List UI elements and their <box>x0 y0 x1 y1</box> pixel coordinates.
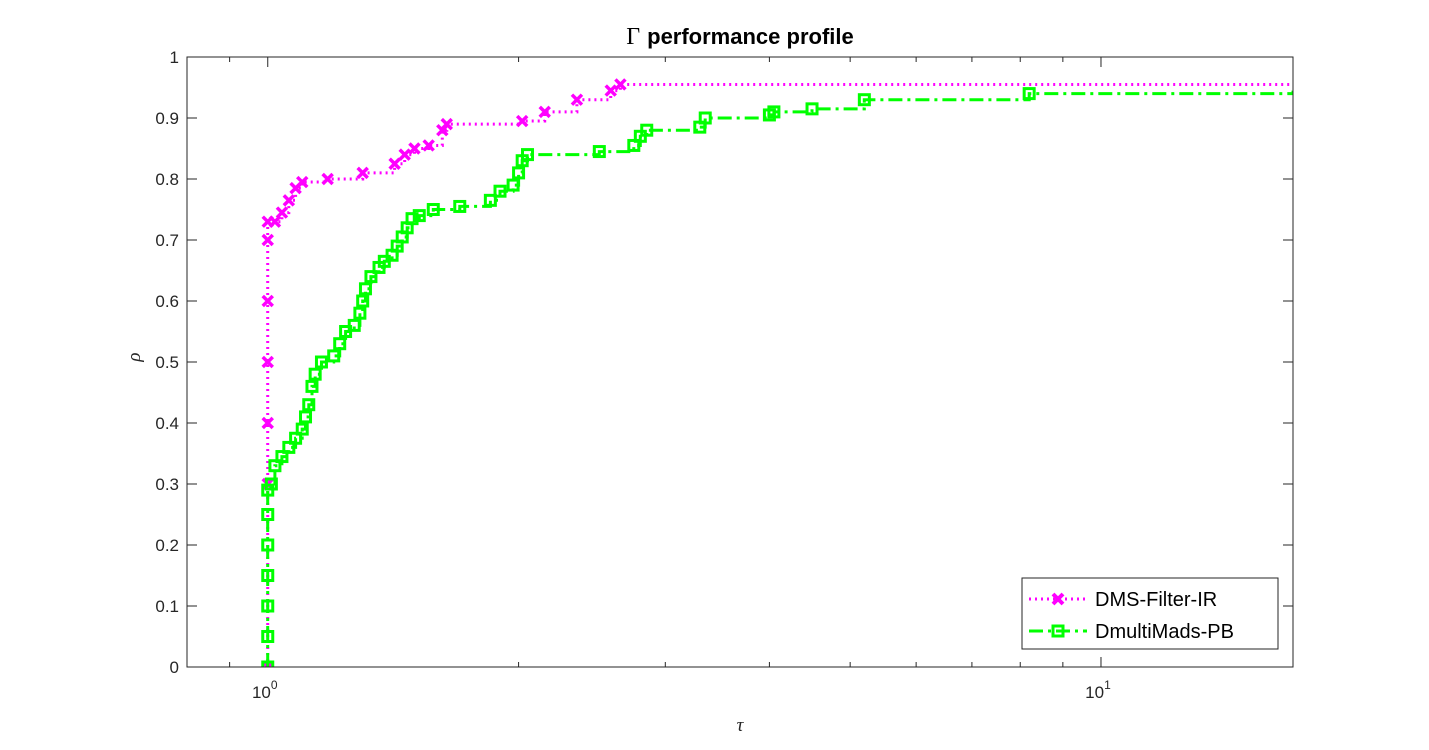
data-point-dmultimads-pb <box>295 422 309 436</box>
data-point-dms-filter-ir <box>321 172 334 186</box>
data-point-dms-filter-ir <box>408 142 421 155</box>
data-point-dmultimads-pb <box>521 148 535 162</box>
data-point-dmultimads-pb <box>289 431 303 445</box>
legend-marker-dmultimads-pb <box>1051 624 1065 638</box>
y-tick-label: 0 <box>170 658 179 677</box>
y-tick-label: 1 <box>170 48 179 67</box>
data-point-dms-filter-ir <box>422 139 435 152</box>
y-tick-label: 0.6 <box>155 292 179 311</box>
y-tick-label: 0.3 <box>155 475 179 494</box>
data-point-dmultimads-pb <box>356 294 370 308</box>
title-text: performance profile <box>647 24 854 49</box>
series-dmultimads-pb <box>261 87 1293 667</box>
data-point-dmultimads-pb <box>412 209 426 223</box>
data-point-dms-filter-ir <box>570 93 584 106</box>
data-point-dms-filter-ir <box>356 166 369 180</box>
data-point-dmultimads-pb <box>426 203 440 216</box>
data-point-dmultimads-pb <box>308 367 322 381</box>
y-axis-tick-labels: 0 0.1 0.2 0.3 0.4 0.5 0.6 0.7 0.8 0.9 1 <box>155 48 179 677</box>
data-point-dmultimads-pb <box>364 270 378 284</box>
data-point-dmultimads-pb <box>493 184 507 198</box>
y-axis-label: ρ <box>124 352 145 362</box>
data-point-dmultimads-pb <box>299 410 313 424</box>
data-point-dmultimads-pb <box>261 538 275 552</box>
data-point-dms-filter-ir <box>296 175 309 189</box>
data-point-dmultimads-pb <box>282 440 296 454</box>
data-point-dms-filter-ir <box>261 660 274 667</box>
y-tick-label: 0.4 <box>155 414 179 433</box>
data-point-dmultimads-pb <box>261 569 275 582</box>
data-point-dmultimads-pb <box>305 379 319 393</box>
data-point-dmultimads-pb <box>640 123 654 137</box>
legend: DMS-Filter-IR DmultiMads-PB <box>1021 577 1279 650</box>
data-point-dms-filter-ir <box>440 117 454 131</box>
data-point-dms-filter-ir <box>604 84 617 97</box>
data-point-dms-filter-ir <box>398 148 411 161</box>
data-point-dmultimads-pb <box>333 337 347 351</box>
data-point-dmultimads-pb <box>261 630 275 643</box>
data-point-dmultimads-pb <box>698 111 712 125</box>
data-point-dms-filter-ir <box>282 194 296 207</box>
data-point-dms-filter-ir <box>538 105 551 119</box>
plot-frame <box>186 56 1294 668</box>
data-point-dmultimads-pb <box>1022 87 1036 101</box>
series-dms-filter-ir <box>261 78 1293 667</box>
data-point-dmultimads-pb <box>506 178 520 192</box>
data-point-dmultimads-pb <box>314 355 328 369</box>
data-point-dmultimads-pb <box>261 660 275 667</box>
x-tick-label: 101 <box>1085 678 1111 702</box>
data-point-dmultimads-pb <box>805 102 819 116</box>
data-point-dmultimads-pb <box>767 105 781 119</box>
data-series <box>261 78 1293 667</box>
data-point-dmultimads-pb <box>453 199 467 213</box>
data-point-dmultimads-pb <box>275 450 289 464</box>
data-point-dms-filter-ir <box>261 416 274 430</box>
data-point-dmultimads-pb <box>261 599 275 613</box>
y-tick-label: 0.2 <box>155 536 179 555</box>
data-point-dms-filter-ir <box>614 78 627 91</box>
data-point-dmultimads-pb <box>483 193 497 207</box>
data-point-dmultimads-pb <box>268 459 282 473</box>
y-tick-label: 0.7 <box>155 231 179 250</box>
data-point-dmultimads-pb <box>512 166 526 180</box>
data-point-dms-filter-ir <box>261 355 274 369</box>
data-point-dms-filter-ir <box>261 294 274 308</box>
data-point-dms-filter-ir <box>261 233 274 247</box>
y-tick-label: 0.1 <box>155 597 179 616</box>
data-point-dmultimads-pb <box>405 212 419 226</box>
data-point-dmultimads-pb <box>302 398 316 412</box>
y-tick-label: 0.9 <box>155 109 179 128</box>
data-point-dmultimads-pb <box>857 93 871 107</box>
x-axis-label: τ <box>737 715 745 736</box>
legend-label-dms-filter-ir: DMS-Filter-IR <box>1095 589 1217 611</box>
data-point-dmultimads-pb <box>347 318 361 332</box>
data-point-dmultimads-pb <box>264 477 278 491</box>
data-point-dms-filter-ir <box>388 157 401 170</box>
data-point-dmultimads-pb <box>592 145 606 159</box>
data-point-dmultimads-pb <box>353 306 367 320</box>
x-axis-tick-labels: 100 101 <box>252 678 1111 702</box>
legend-box <box>1021 577 1279 650</box>
title-gamma-symbol: Γ <box>626 24 640 50</box>
y-tick-label: 0.5 <box>155 353 179 372</box>
data-point-dmultimads-pb <box>261 508 275 521</box>
x-tick-label: 100 <box>252 678 278 702</box>
data-point-dms-filter-ir <box>275 206 289 219</box>
data-point-dmultimads-pb <box>358 282 372 296</box>
legend-marker-dms-filter-ir <box>1051 592 1065 606</box>
data-point-dms-filter-ir <box>515 114 529 128</box>
data-point-dmultimads-pb <box>627 138 641 152</box>
y-tick-label: 0.8 <box>155 170 179 189</box>
plot-area <box>187 57 1293 667</box>
legend-label-dmultimads-pb: DmultiMads-PB <box>1095 621 1234 643</box>
data-point-dmultimads-pb <box>327 349 341 363</box>
